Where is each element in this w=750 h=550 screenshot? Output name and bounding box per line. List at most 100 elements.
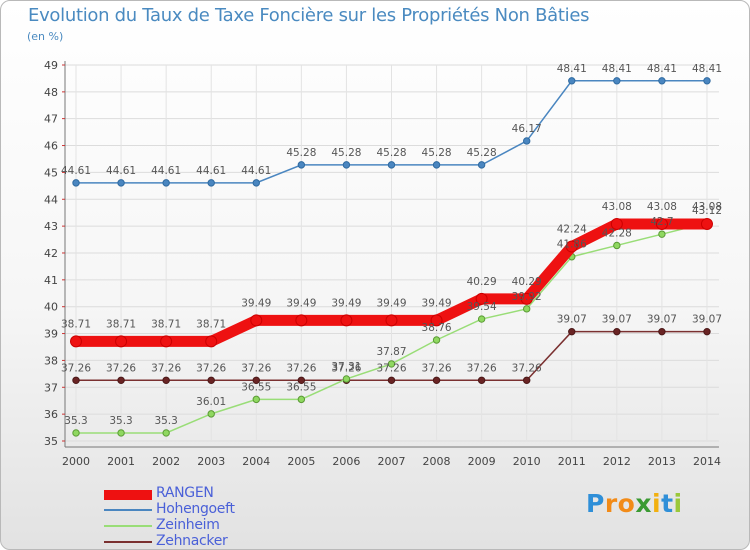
data-point-zehnacker bbox=[387, 376, 396, 384]
logo-letter: o bbox=[617, 489, 636, 518]
data-point-rangen bbox=[340, 314, 353, 327]
data-label-hohengoeft: 44.61 bbox=[196, 165, 226, 177]
x-tick-label: 2014 bbox=[693, 455, 721, 468]
data-label-rangen: 38.71 bbox=[106, 318, 136, 330]
logo-letter: P bbox=[586, 489, 605, 518]
x-tick-label: 2005 bbox=[287, 455, 315, 468]
y-tick-label: 49 bbox=[44, 59, 58, 72]
data-point-rangen bbox=[250, 314, 263, 327]
logo-letter: t bbox=[661, 489, 674, 518]
data-point-hohengoeft bbox=[477, 161, 486, 169]
x-tick-label: 2002 bbox=[152, 455, 180, 468]
data-label-rangen: 39.49 bbox=[422, 297, 452, 309]
x-tick-label: 2008 bbox=[423, 455, 451, 468]
data-label-zehnacker: 39.07 bbox=[557, 314, 587, 326]
data-point-rangen bbox=[520, 292, 533, 305]
y-axis-unit-label: (en %) bbox=[27, 30, 64, 43]
legend-label-zehnacker: Zehnacker bbox=[156, 533, 228, 549]
y-tick-label: 38 bbox=[44, 354, 58, 367]
x-tick-label: 2003 bbox=[197, 455, 225, 468]
axis-layer: 35 36 37 38 39 40 41 42 43 44 45 46 47 48 49 2000 2001 20… bbox=[44, 59, 721, 468]
data-label-zeinheim: 35.3 bbox=[109, 415, 132, 427]
data-label-hohengoeft: 44.61 bbox=[241, 165, 271, 177]
x-tick-label: 2000 bbox=[62, 455, 90, 468]
data-point-zehnacker bbox=[703, 327, 711, 336]
legend-swatch-rangen bbox=[104, 490, 152, 500]
data-label-hohengoeft: 45.28 bbox=[422, 147, 452, 159]
data-point-zehnacker bbox=[72, 376, 80, 384]
data-point-hohengoeft bbox=[703, 77, 711, 85]
data-label-rangen: 39.49 bbox=[331, 297, 361, 309]
data-label-zehnacker: 37.26 bbox=[467, 362, 497, 374]
x-tick-label: 2013 bbox=[648, 455, 676, 468]
y-tick-label: 41 bbox=[44, 274, 58, 287]
x-tick-label: 2012 bbox=[603, 455, 631, 468]
data-point-zeinheim bbox=[297, 395, 306, 404]
data-point-hohengoeft bbox=[342, 161, 351, 169]
y-tick-label: 47 bbox=[44, 113, 58, 126]
data-label-hohengoeft: 45.28 bbox=[331, 147, 361, 159]
y-tick-label: 48 bbox=[44, 86, 58, 99]
data-point-rangen bbox=[295, 314, 308, 327]
data-point-zeinheim bbox=[387, 360, 396, 368]
data-label-zehnacker: 39.07 bbox=[647, 314, 677, 326]
data-label-hohengoeft: 48.41 bbox=[557, 63, 587, 75]
data-label-hohengoeft: 48.41 bbox=[602, 63, 632, 75]
data-label-rangen: 39.49 bbox=[286, 297, 316, 309]
data-label-zehnacker: 39.07 bbox=[692, 314, 722, 326]
y-tick-label: 45 bbox=[44, 166, 58, 179]
x-tick-label: 2010 bbox=[513, 455, 541, 468]
data-label-zehnacker: 37.26 bbox=[61, 362, 91, 374]
data-label-hohengoeft: 44.61 bbox=[106, 165, 136, 177]
data-label-hohengoeft: 44.61 bbox=[61, 165, 91, 177]
data-point-zeinheim bbox=[117, 429, 125, 437]
x-tick-label: 2001 bbox=[107, 455, 135, 468]
x-tick-label: 2011 bbox=[558, 455, 586, 468]
legend-label-zeinheim: Zeinheim bbox=[156, 517, 220, 533]
data-point-hohengoeft bbox=[252, 179, 260, 187]
logo-letter: x bbox=[635, 489, 652, 518]
logo-letter: i bbox=[652, 489, 662, 518]
data-label-zeinheim: 37.31 bbox=[331, 361, 361, 373]
data-point-rangen bbox=[205, 335, 218, 348]
data-label-rangen: 38.71 bbox=[61, 318, 91, 330]
data-label-zehnacker: 37.26 bbox=[512, 362, 542, 374]
data-label-zehnacker: 37.26 bbox=[151, 362, 181, 374]
logo-letter: i bbox=[673, 489, 683, 518]
data-point-zehnacker bbox=[613, 327, 621, 336]
data-label-zeinheim: 37.87 bbox=[376, 346, 406, 358]
proxiti-logo: Proxiti bbox=[586, 489, 683, 518]
data-point-hohengoeft bbox=[162, 179, 170, 187]
data-label-hohengoeft: 46.17 bbox=[512, 123, 542, 135]
data-label-hohengoeft: 48.41 bbox=[692, 63, 722, 75]
data-label-zeinheim: 35.3 bbox=[154, 415, 177, 427]
data-label-rangen: 43.08 bbox=[602, 201, 632, 213]
data-label-zeinheim: 42.7 bbox=[650, 216, 673, 228]
y-tick-label: 36 bbox=[44, 408, 58, 421]
data-label-zehnacker: 37.26 bbox=[286, 362, 316, 374]
data-point-rangen bbox=[475, 292, 488, 305]
data-label-zehnacker: 39.07 bbox=[602, 314, 632, 326]
data-point-zehnacker bbox=[477, 376, 486, 384]
data-point-hohengoeft bbox=[387, 161, 396, 169]
legend-label-rangen: RANGEN bbox=[156, 485, 214, 501]
data-label-hohengoeft: 45.28 bbox=[286, 147, 316, 159]
data-label-hohengoeft: 45.28 bbox=[467, 147, 497, 159]
y-tick-label: 46 bbox=[44, 140, 58, 153]
y-tick-label: 35 bbox=[44, 435, 58, 448]
data-point-hohengoeft bbox=[658, 77, 666, 85]
x-tick-label: 2006 bbox=[332, 455, 360, 468]
data-label-layer: 44.61 44.61 44.61 44.61 44.61 45.28 45.28 45.28… bbox=[61, 63, 722, 427]
data-label-rangen: 43.08 bbox=[647, 201, 677, 213]
data-point-rangen bbox=[700, 217, 713, 230]
data-point-rangen bbox=[385, 314, 398, 327]
data-point-hohengoeft bbox=[523, 137, 531, 145]
logo-letter: r bbox=[604, 489, 618, 518]
data-label-zehnacker: 37.26 bbox=[331, 362, 361, 374]
data-point-zeinheim bbox=[162, 429, 170, 437]
data-point-zeinheim bbox=[658, 230, 666, 238]
legend-swatch-zehnacker bbox=[104, 541, 152, 543]
y-tick-label: 43 bbox=[44, 220, 58, 233]
data-label-rangen: 39.49 bbox=[376, 297, 406, 309]
data-label-rangen: 43.08 bbox=[692, 201, 722, 213]
